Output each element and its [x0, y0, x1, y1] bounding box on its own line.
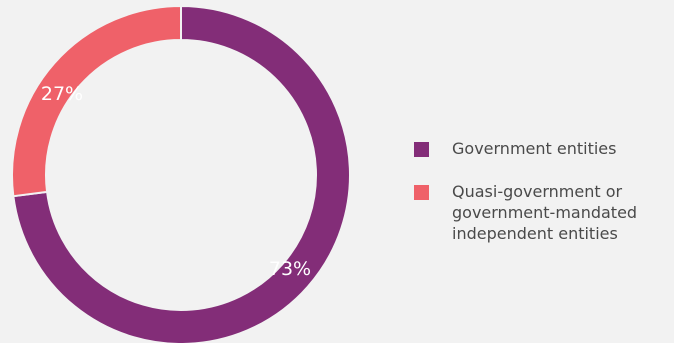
slice-label-1: 27%	[41, 83, 83, 105]
legend-item-government-entities: Government entities	[414, 138, 672, 159]
legend: Government entities Quasi-government or …	[414, 138, 672, 244]
legend-label-quasi-government-entities: Quasi-government or government-mandated …	[452, 182, 638, 243]
legend-swatch-quasi-government-entities	[414, 185, 429, 200]
slice-label-0: 73%	[269, 258, 311, 280]
legend-item-quasi-government-entities: Quasi-government or government-mandated …	[414, 181, 672, 244]
legend-label-government-entities: Government entities	[452, 139, 617, 158]
legend-swatch-government-entities	[414, 142, 429, 157]
donut-hole	[46, 40, 316, 310]
